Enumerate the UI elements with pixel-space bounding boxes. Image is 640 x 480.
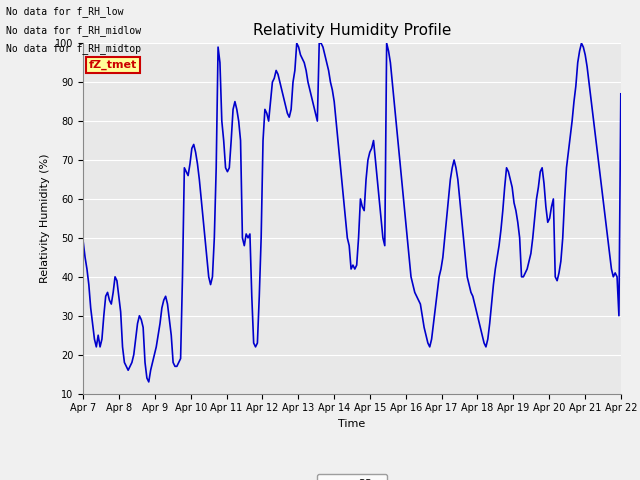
Y-axis label: Relativity Humidity (%): Relativity Humidity (%)	[40, 154, 49, 283]
Legend: 22m: 22m	[317, 474, 387, 480]
Text: No data for f_RH_midlow: No data for f_RH_midlow	[6, 24, 141, 36]
X-axis label: Time: Time	[339, 419, 365, 429]
Text: No data for f_RH_midtop: No data for f_RH_midtop	[6, 43, 141, 54]
Title: Relativity Humidity Profile: Relativity Humidity Profile	[253, 23, 451, 38]
Text: No data for f_RH_low: No data for f_RH_low	[6, 6, 124, 17]
Text: fZ_tmet: fZ_tmet	[88, 60, 137, 70]
